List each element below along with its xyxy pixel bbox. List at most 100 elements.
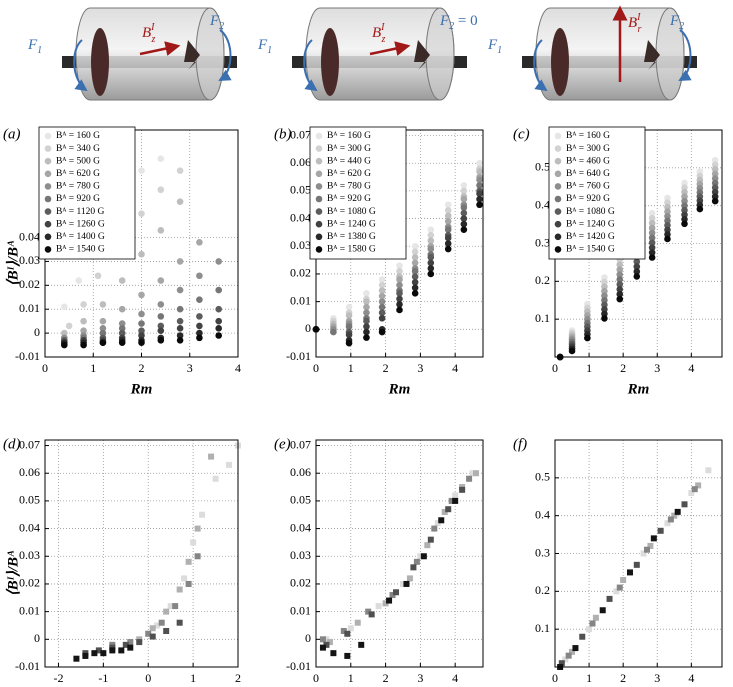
data-point xyxy=(138,320,145,327)
legend-marker xyxy=(315,233,323,241)
data-point xyxy=(460,226,468,233)
data-point xyxy=(411,259,419,267)
data-point xyxy=(599,607,606,614)
x-tick-label: 3 xyxy=(654,361,660,375)
data-point xyxy=(127,639,134,646)
y-tick-label: 0.04 xyxy=(19,229,40,243)
data-point xyxy=(95,647,102,654)
data-point xyxy=(176,167,184,174)
data-point xyxy=(118,320,126,327)
data-point xyxy=(80,301,87,308)
data-point xyxy=(138,291,145,299)
data-point xyxy=(80,317,87,325)
legend-marker xyxy=(315,183,323,190)
data-point xyxy=(386,597,393,604)
data-point xyxy=(138,339,145,346)
rotation-arrow xyxy=(678,29,692,81)
data-point xyxy=(157,186,165,194)
x-tick-label: 3 xyxy=(654,671,660,685)
data-point xyxy=(345,339,353,347)
legend-marker xyxy=(554,246,562,253)
legend-marker xyxy=(315,170,323,178)
data-point xyxy=(711,179,719,187)
data-point xyxy=(396,290,403,297)
data-point xyxy=(194,525,201,532)
x-tick-label: 1 xyxy=(90,361,96,375)
data-point xyxy=(212,475,219,482)
data-point xyxy=(664,217,671,225)
data-point xyxy=(657,527,664,534)
data-point xyxy=(354,619,361,626)
y-tick-label: 0.02 xyxy=(290,576,311,590)
data-point xyxy=(382,600,389,607)
data-point xyxy=(616,261,624,268)
data-point xyxy=(378,292,386,300)
data-point xyxy=(138,310,145,318)
field-arrow xyxy=(139,41,181,56)
label-sub: r xyxy=(638,24,642,35)
y-tick-label: -0.01 xyxy=(286,659,311,673)
y-tick-label: 0 xyxy=(34,631,40,645)
data-point xyxy=(158,619,165,626)
data-point xyxy=(396,262,403,269)
data-point xyxy=(592,614,599,621)
x-tick-label: 1 xyxy=(348,361,354,375)
x-tick-label: 2 xyxy=(235,671,241,685)
data-point xyxy=(452,492,459,499)
data-point xyxy=(396,301,403,308)
data-point xyxy=(345,323,353,330)
data-point xyxy=(363,317,370,325)
x-tick-label: 2 xyxy=(620,361,626,375)
data-point xyxy=(589,620,596,627)
data-point xyxy=(323,641,330,648)
data-point xyxy=(181,575,188,582)
data-point xyxy=(616,271,624,278)
data-point xyxy=(363,298,370,305)
data-point xyxy=(664,226,671,234)
legend-label: Bᴬ = 1540 G xyxy=(566,245,615,255)
label-base: B xyxy=(142,25,151,41)
data-point xyxy=(476,190,483,197)
data-point xyxy=(633,561,640,568)
data-point xyxy=(411,273,419,281)
x-tick-label: 3 xyxy=(187,361,193,375)
data-point xyxy=(424,542,431,549)
x-tick-label: 3 xyxy=(417,671,423,685)
data-point xyxy=(648,229,656,237)
data-point xyxy=(138,332,145,339)
data-point xyxy=(99,329,107,337)
y-tick-label: 0.03 xyxy=(19,548,40,562)
device-label: BI z xyxy=(142,22,156,45)
data-point xyxy=(172,603,179,610)
data-point xyxy=(215,325,222,332)
device-label: BI r xyxy=(628,12,642,35)
data-point xyxy=(319,636,326,643)
impeller xyxy=(644,40,660,70)
x-tick-label: 2 xyxy=(383,671,389,685)
data-point xyxy=(681,501,688,508)
data-point xyxy=(226,461,233,468)
data-point xyxy=(215,317,222,325)
data-point xyxy=(118,329,126,337)
label-sup: I xyxy=(150,22,155,33)
data-point xyxy=(466,475,473,482)
panel-label: (f) xyxy=(513,436,527,452)
x-tick-label: 2 xyxy=(383,361,389,375)
legend-label: Bᴬ = 160 G xyxy=(566,131,610,141)
legend-marker xyxy=(44,157,52,165)
data-point xyxy=(711,184,719,191)
data-point xyxy=(444,245,452,253)
rotation-arrow xyxy=(303,39,318,92)
panel: 0 1 2 3 4-0.0100.010.020.030.040.050.060.07(… xyxy=(274,436,484,685)
data-point xyxy=(344,630,351,637)
label-base: B xyxy=(372,25,381,41)
data-point xyxy=(82,652,89,659)
data-point xyxy=(167,603,174,610)
data-point xyxy=(403,580,410,587)
data-point xyxy=(157,227,165,234)
legend-label: Bᴬ = 1580 G xyxy=(327,245,376,255)
